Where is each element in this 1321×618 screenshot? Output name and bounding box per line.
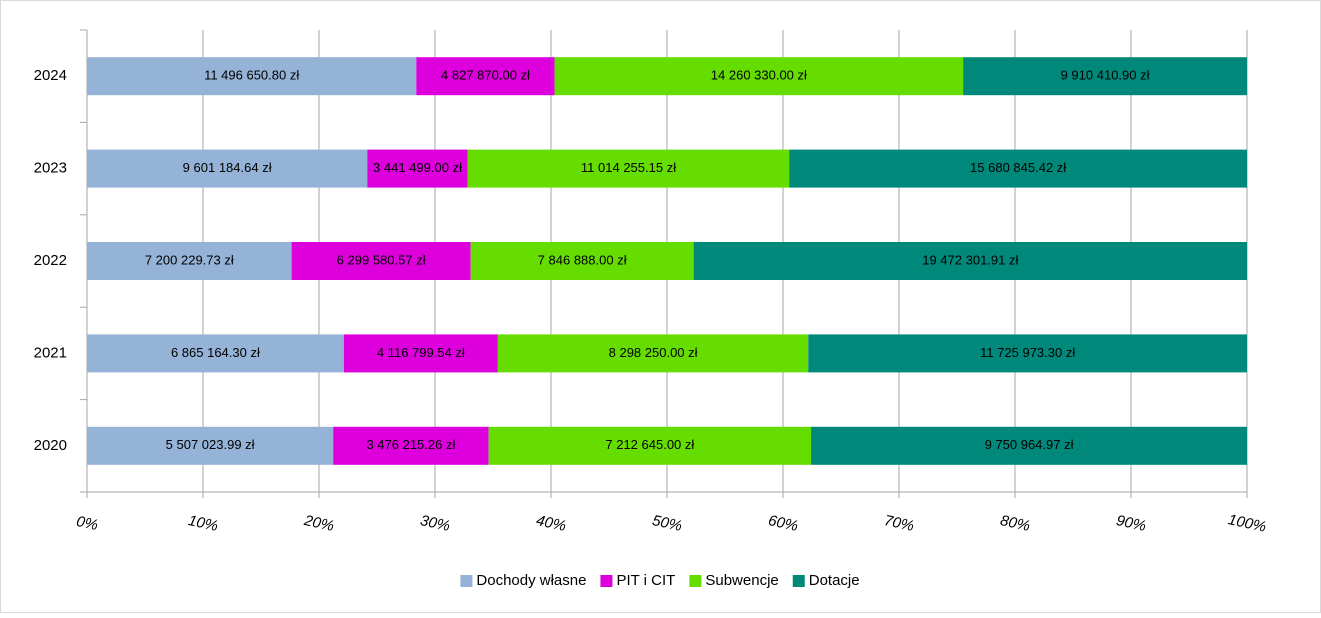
bar-segment (467, 149, 790, 188)
bar-segment (554, 57, 964, 96)
legend-label: Subwencje (705, 572, 778, 589)
legend-swatch (460, 575, 473, 587)
y-tick-label: 2022 (34, 252, 67, 269)
data-label: 3 441 499.00 zł (373, 160, 462, 175)
bar-segment (87, 149, 368, 188)
bar-segment (470, 242, 694, 280)
y-tick-label: 2021 (34, 344, 67, 361)
data-label: 11 496 650.80 zł (204, 68, 299, 83)
bar-segment (811, 426, 1247, 465)
y-tick-label: 2023 (34, 160, 67, 177)
bar-segment (416, 57, 555, 96)
data-label: 6 299 580.57 zł (337, 252, 426, 267)
bar-segment (488, 426, 812, 465)
legend-label: Dochody własne (476, 572, 586, 589)
x-tick-label: 80% (999, 512, 1032, 535)
bar-segment (963, 57, 1247, 96)
legend-item: Subwencje (689, 572, 779, 589)
data-label: 9 601 184.64 zł (183, 160, 272, 175)
data-label: 15 680 845.42 zł (970, 160, 1066, 175)
bar-segment (693, 242, 1247, 280)
legend-item: Dotacje (792, 572, 860, 589)
data-label: 7 212 645.00 zł (605, 437, 694, 452)
data-label: 19 472 301.91 zł (922, 252, 1018, 267)
bar-segment (87, 426, 334, 465)
legend-item: PIT i CIT (600, 572, 675, 589)
legend-swatch (600, 575, 613, 587)
data-label: 14 260 330.00 zł (711, 68, 807, 83)
y-tick-label: 2020 (34, 437, 67, 454)
legend-item: Dochody własne (460, 572, 586, 589)
legend-swatch (689, 575, 702, 587)
data-label: 11 014 255.15 zł (581, 160, 676, 175)
bar-segment (333, 426, 489, 465)
bar-segment (808, 334, 1247, 373)
data-label: 9 750 964.97 zł (985, 437, 1074, 452)
legend-label: PIT i CIT (616, 572, 675, 589)
bar-segment (87, 242, 292, 280)
bar-segment (789, 149, 1247, 188)
bar-segment (343, 334, 498, 373)
x-tick-label: 20% (302, 512, 336, 535)
x-tick-label: 0% (75, 513, 100, 534)
data-label: 4 827 870.00 zł (441, 68, 530, 83)
bar-segment (291, 242, 471, 280)
x-tick-label: 40% (535, 512, 568, 535)
y-tick-label: 2024 (34, 67, 67, 84)
data-label: 4 116 799.54 zł (377, 345, 465, 360)
x-tick-label: 60% (767, 512, 800, 535)
legend-label: Dotacje (809, 572, 860, 589)
legend-swatch (792, 575, 805, 587)
data-label: 9 910 410.90 zł (1061, 68, 1150, 83)
bar-segment (87, 57, 417, 96)
x-tick-label: 30% (419, 512, 452, 535)
data-label: 3 476 215.26 zł (366, 437, 455, 452)
x-tick-label: 50% (651, 512, 684, 535)
data-label: 7 200 229.73 zł (145, 252, 234, 267)
x-tick-label: 90% (1115, 512, 1148, 535)
bar-segment (367, 149, 468, 188)
x-tick-label: 10% (187, 512, 220, 535)
data-label: 8 298 250.00 zł (609, 345, 698, 360)
bar-segment (87, 334, 344, 373)
x-tick-label: 70% (883, 512, 916, 535)
data-label: 6 865 164.30 zł (171, 345, 260, 360)
data-label: 7 846 888.00 zł (538, 252, 627, 267)
data-label: 5 507 023.99 zł (166, 437, 255, 452)
data-label: 11 725 973.30 zł (980, 345, 1075, 360)
bar-segment (497, 334, 809, 373)
